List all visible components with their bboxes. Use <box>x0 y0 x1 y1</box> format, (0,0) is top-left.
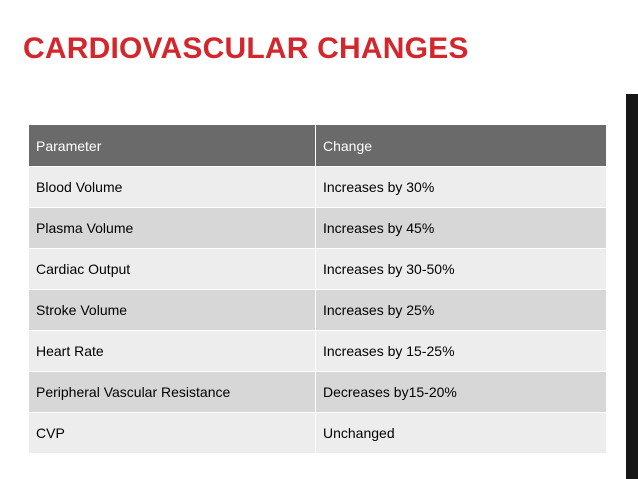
parameter-cell: Heart Rate <box>28 330 316 372</box>
table-row: Peripheral Vascular Resistance Decreases… <box>28 371 607 413</box>
parameter-cell: Plasma Volume <box>28 207 316 249</box>
table-row: Blood Volume Increases by 30% <box>28 166 607 208</box>
change-cell: Increases by 15-25% <box>315 330 607 372</box>
parameter-cell: CVP <box>28 412 316 454</box>
top-bar <box>0 0 638 16</box>
parameter-cell: Blood Volume <box>28 166 316 208</box>
change-cell: Increases by 25% <box>315 289 607 331</box>
parameter-cell: Cardiac Output <box>28 248 316 290</box>
change-cell: Increases by 30-50% <box>315 248 607 290</box>
table-row: Plasma Volume Increases by 45% <box>28 207 607 249</box>
table-row: Stroke Volume Increases by 25% <box>28 289 607 331</box>
parameter-cell: Stroke Volume <box>28 289 316 331</box>
right-accent-bar <box>626 94 638 479</box>
header-change: Change <box>315 124 607 167</box>
change-cell: Increases by 30% <box>315 166 607 208</box>
table-row: Heart Rate Increases by 15-25% <box>28 330 607 372</box>
cardiovascular-changes-table: Parameter Change Blood Volume Increases … <box>28 124 607 454</box>
table-row: CVP Unchanged <box>28 412 607 454</box>
parameter-cell: Peripheral Vascular Resistance <box>28 371 316 413</box>
change-cell: Increases by 45% <box>315 207 607 249</box>
change-cell: Decreases by15-20% <box>315 371 607 413</box>
table-row: Cardiac Output Increases by 30-50% <box>28 248 607 290</box>
slide-title: CARDIOVASCULAR CHANGES <box>23 32 469 65</box>
header-parameter: Parameter <box>28 124 316 167</box>
table-header-row: Parameter Change <box>28 124 607 167</box>
change-cell: Unchanged <box>315 412 607 454</box>
